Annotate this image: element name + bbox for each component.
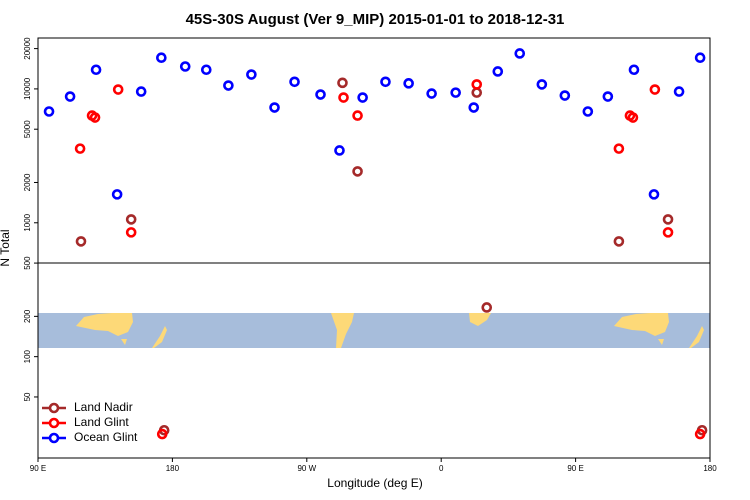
point [43, 106, 55, 117]
x-tick-label: 180 [166, 464, 180, 473]
point [156, 428, 168, 440]
point [481, 302, 493, 313]
y-tick-label: 50 [23, 392, 32, 401]
point [337, 77, 348, 89]
point [315, 89, 326, 100]
y-tick-label: 100 [23, 349, 32, 363]
point [90, 64, 102, 76]
x-tick-label: 0 [439, 464, 444, 473]
point [89, 112, 101, 123]
y-tick-label: 10000 [23, 77, 32, 100]
y-axis-label: N Total [0, 229, 12, 266]
point [628, 64, 640, 76]
point [125, 227, 137, 238]
point [112, 84, 124, 95]
point [75, 236, 87, 247]
point [334, 145, 345, 156]
legend-label: Ocean Glint [74, 430, 138, 444]
legend-marker [48, 417, 60, 429]
point [74, 143, 86, 154]
x-axis-label: Longitude (deg E) [327, 476, 422, 490]
point [352, 166, 363, 177]
point [426, 88, 437, 99]
point [694, 52, 706, 64]
point [223, 80, 234, 91]
x-tick-label: 180 [703, 464, 717, 473]
y-tick-label: 5000 [23, 120, 32, 138]
y-tick-label: 20000 [23, 37, 32, 60]
legend-label: Land Glint [74, 415, 129, 429]
point [179, 61, 191, 72]
point [135, 86, 147, 97]
point [602, 91, 614, 102]
point [536, 79, 548, 90]
point [403, 78, 414, 89]
point [64, 91, 76, 102]
point [338, 92, 349, 103]
point [357, 92, 368, 103]
point [649, 84, 661, 95]
point [200, 64, 212, 76]
y-tick-label: 1000 [23, 213, 32, 231]
x-tick-label: 90 E [30, 464, 46, 473]
plot-frame [37, 37, 711, 459]
point [246, 69, 257, 80]
point [492, 66, 504, 77]
point [648, 189, 660, 200]
point [471, 79, 483, 90]
point [468, 102, 480, 113]
point [673, 86, 685, 97]
point [380, 76, 391, 88]
legend-label: Land Nadir [74, 400, 133, 414]
point [125, 214, 137, 225]
point [269, 102, 280, 113]
point [559, 90, 571, 101]
point [471, 87, 483, 98]
x-tick-label: 90 W [297, 464, 316, 473]
point [613, 143, 625, 154]
point [582, 106, 594, 117]
point [694, 428, 706, 440]
x-tick-label: 90 E [567, 464, 583, 473]
legend-marker [48, 432, 60, 444]
point [514, 48, 526, 59]
y-tick-label: 200 [23, 309, 32, 323]
map-strip [38, 313, 710, 348]
y-tick-label: 2000 [23, 173, 32, 191]
point [111, 189, 123, 200]
point [450, 87, 461, 98]
point [613, 236, 625, 247]
point [289, 76, 300, 88]
point [662, 227, 674, 238]
legend-marker [48, 402, 60, 414]
chart-title: 45S-30S August (Ver 9_MIP) 2015-01-01 to… [186, 11, 565, 28]
point [352, 110, 363, 121]
point [627, 112, 639, 123]
point [662, 214, 674, 225]
point [156, 52, 167, 64]
y-tick-label: 500 [23, 256, 32, 270]
